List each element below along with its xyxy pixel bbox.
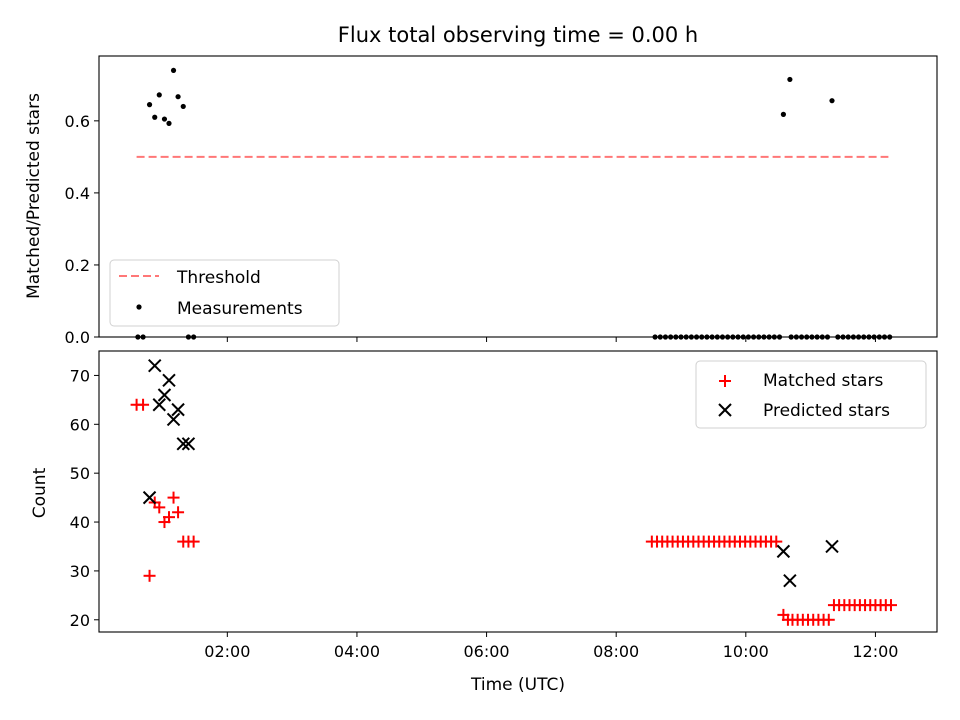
y-tick-label: 0.0 (65, 328, 90, 347)
y-tick-label: 40 (70, 513, 90, 532)
predicted-star-point (783, 573, 797, 588)
predicted-star-point (162, 373, 176, 388)
matched-star-point (153, 501, 166, 514)
ratio-y-ticks: 0.0 0.2 0.4 0.6 (65, 112, 99, 347)
predicted-star-point (825, 539, 839, 554)
count-marks (130, 358, 897, 626)
ratio-legend: Threshold Measurements (109, 259, 340, 327)
count-axes-frame (98, 350, 938, 633)
ratio-axes-frame (98, 55, 938, 338)
y-tick-label: 30 (70, 562, 90, 581)
legend-predicted-swatch (718, 403, 732, 417)
measurement-point (146, 102, 153, 108)
legend-measurements-swatch (136, 304, 142, 310)
predicted-star-point (171, 402, 185, 417)
measurement-point (787, 76, 793, 83)
matched-star-point (172, 506, 185, 519)
predicted-star-point (142, 490, 157, 505)
matched-star-point (770, 535, 783, 548)
predicted-star-point (152, 398, 166, 412)
x-axis-label: Time (UTC) (470, 675, 565, 695)
ratio-x-ticks (226, 337, 876, 342)
ratio-y-axis-label: Matched/Predicted stars (24, 93, 44, 299)
y-tick-label: 0.6 (65, 112, 90, 131)
measurement-point (161, 116, 168, 122)
matched-star-point (137, 398, 150, 411)
legend-measurements-label: Measurements (177, 299, 303, 319)
y-tick-label: 20 (70, 611, 90, 630)
ratio-legend-box (109, 259, 340, 327)
count-y-axis-label: Count (30, 467, 50, 518)
x-tick-label: 06:00 (464, 642, 510, 661)
measurement-point (175, 94, 181, 100)
legend-matched-swatch (719, 375, 731, 387)
y-tick-label: 50 (70, 464, 90, 483)
y-tick-label: 0.2 (65, 256, 90, 275)
predicted-star-point (181, 437, 196, 451)
measurement-point (829, 98, 835, 104)
measurement-point (780, 111, 786, 117)
count-legend-box (695, 360, 927, 429)
count-x-ticks: 02:00 04:00 06:00 08:00 10:00 12:00 (204, 632, 898, 661)
matched-star-point (822, 613, 835, 626)
legend-matched-label: Matched stars (763, 371, 883, 391)
x-tick-label: 12:00 (852, 642, 898, 661)
x-tick-label: 10:00 (723, 642, 769, 661)
measurement-point (152, 114, 158, 120)
predicted-star-point (166, 412, 181, 427)
chart-title: Flux total observing time = 0.00 h (338, 23, 698, 47)
x-tick-label: 08:00 (593, 642, 639, 661)
x-tick-label: 04:00 (334, 642, 380, 661)
measurement-point (170, 67, 177, 74)
legend-predicted-label: Predicted stars (763, 401, 890, 421)
y-tick-label: 0.4 (65, 184, 90, 203)
measurement-point (166, 120, 172, 126)
measurement-point (156, 92, 162, 98)
measurement-point (180, 103, 186, 110)
matched-star-point (143, 569, 156, 582)
matched-star-point (884, 599, 897, 612)
count-panel: 20 30 40 50 60 70 02:00 04:00 06:00 08:00 10:00 12… (30, 350, 938, 695)
y-tick-label: 70 (70, 366, 90, 385)
predicted-star-point (776, 544, 791, 559)
count-legend: Matched stars Predicted stars (695, 360, 927, 429)
matched-star-point (187, 535, 200, 548)
y-tick-label: 60 (70, 415, 90, 434)
predicted-star-point (157, 388, 172, 402)
ratio-panel: 0.0 0.2 0.4 0.6 Matched/Predicted stars Thr… (24, 55, 938, 347)
predicted-star-point (176, 437, 190, 451)
x-tick-label: 02:00 (204, 642, 250, 661)
legend-threshold-label: Threshold (176, 268, 261, 288)
matched-star-point (167, 491, 180, 504)
count-y-ticks: 20 30 40 50 60 70 (70, 366, 99, 630)
matched-star-point (162, 511, 175, 524)
predicted-star-point (148, 358, 162, 373)
